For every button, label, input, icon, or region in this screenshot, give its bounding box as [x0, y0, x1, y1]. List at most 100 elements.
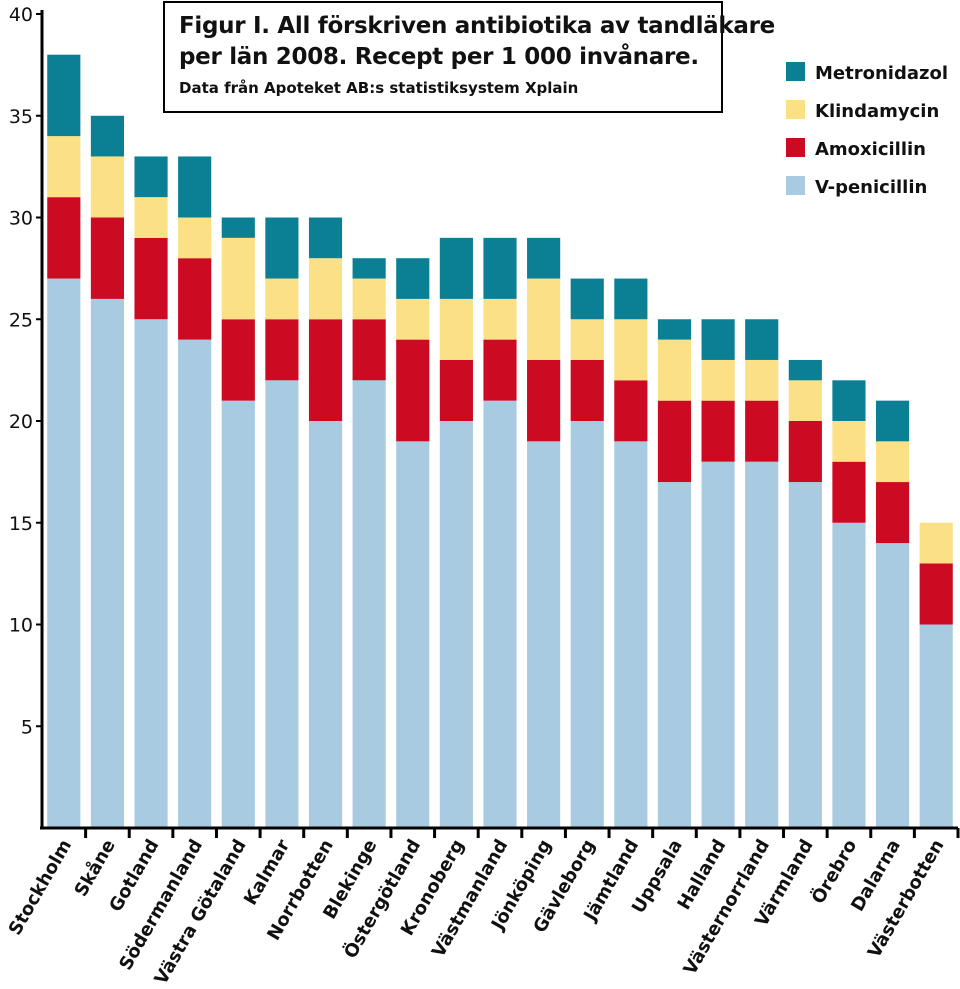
bar-vasternorrland-metronidazol — [745, 319, 779, 360]
chart-title-line-1: Figur I. All förskriven antibiotika av t… — [179, 13, 775, 39]
legend-label-klindamycin: Klindamycin — [815, 101, 939, 122]
chart-title-line-2: per län 2008. Recept per 1 000 invånare. — [179, 44, 699, 70]
bar-dalarna-v-penicillin — [875, 543, 910, 828]
bar-norrbotten-amoxicillin — [308, 319, 343, 421]
bar-vasternorrland-klindamycin — [745, 359, 779, 401]
bar-vasterbotten-amoxicillin — [919, 563, 953, 625]
chart-subtitle: Data från Apoteket AB:s statistiksystem … — [179, 79, 579, 97]
legend-swatch-amoxicillin — [786, 138, 805, 157]
bar-halland-metronidazol — [701, 319, 735, 360]
bar-uppsala-metronidazol — [657, 319, 692, 340]
bar-dalarna-metronidazol — [875, 400, 910, 442]
bar-skane-metronidazol — [90, 115, 125, 157]
bar-stockholm-metronidazol — [47, 54, 81, 137]
bar-vastra-gotaland-amoxicillin — [221, 319, 255, 401]
legend-swatch-metronidazol — [786, 62, 805, 81]
bar-orebro-klindamycin — [832, 421, 866, 462]
bar-orebro-v-penicillin — [832, 522, 866, 828]
bar-gavleborg-v-penicillin — [570, 421, 604, 828]
bar-blekinge-metronidazol — [352, 258, 386, 279]
y-tick-label-10: 10 — [9, 615, 33, 637]
bar-vastra-gotaland-v-penicillin — [221, 400, 255, 828]
bar-ostergotland-klindamycin — [396, 298, 430, 340]
y-tick-label-15: 15 — [9, 513, 33, 535]
bar-halland-amoxicillin — [701, 400, 735, 462]
bar-ostergotland-amoxicillin — [396, 339, 430, 442]
bar-gotland-amoxicillin — [134, 237, 168, 320]
bar-kalmar-metronidazol — [265, 217, 299, 279]
y-tick-label-35: 35 — [9, 106, 33, 128]
bar-stockholm-v-penicillin — [47, 278, 81, 828]
bar-kalmar-v-penicillin — [265, 380, 299, 828]
bar-orebro-metronidazol — [832, 380, 866, 421]
y-tick-label-30: 30 — [9, 208, 33, 230]
bar-sodermanland-metronidazol — [178, 156, 212, 218]
legend-swatch-klindamycin — [786, 100, 805, 119]
bar-vastra-gotaland-klindamycin — [221, 237, 255, 320]
legend-label-metronidazol: Metronidazol — [815, 63, 948, 84]
bar-ostergotland-metronidazol — [396, 258, 430, 299]
bar-skane-klindamycin — [90, 156, 125, 218]
bar-skane-amoxicillin — [90, 217, 125, 299]
bar-orebro-amoxicillin — [832, 461, 866, 523]
bar-gavleborg-klindamycin — [570, 319, 604, 360]
bar-dalarna-amoxicillin — [875, 482, 910, 544]
chart-title-box: Figur I. All förskriven antibiotika av t… — [163, 1, 775, 113]
bar-kronoberg-klindamycin — [439, 298, 473, 360]
y-tick-label-25: 25 — [9, 309, 33, 331]
legend-label-amoxicillin: Amoxicillin — [815, 139, 926, 160]
bar-jonkoping-v-penicillin — [527, 441, 561, 828]
bar-kronoberg-amoxicillin — [439, 359, 473, 421]
bar-kalmar-klindamycin — [265, 278, 299, 320]
bar-kronoberg-v-penicillin — [439, 421, 473, 828]
bar-vastmanland-metronidazol — [483, 237, 517, 299]
bar-norrbotten-klindamycin — [308, 258, 343, 320]
bar-vastmanland-v-penicillin — [483, 400, 517, 828]
bar-gotland-v-penicillin — [134, 319, 168, 828]
bar-jamtland-amoxicillin — [614, 380, 648, 442]
bar-dalarna-klindamycin — [875, 441, 910, 483]
bar-varmland-v-penicillin — [788, 482, 822, 828]
bar-varmland-klindamycin — [788, 380, 822, 421]
bar-varmland-amoxicillin — [788, 421, 822, 483]
bar-norrbotten-metronidazol — [308, 217, 343, 259]
bar-kalmar-amoxicillin — [265, 319, 299, 381]
bar-norrbotten-v-penicillin — [308, 421, 343, 828]
bar-vastra-gotaland-metronidazol — [221, 217, 255, 238]
bar-jamtland-metronidazol — [614, 278, 648, 320]
bar-vasterbotten-v-penicillin — [919, 624, 953, 828]
bar-sodermanland-amoxicillin — [178, 258, 212, 340]
bar-gavleborg-metronidazol — [570, 278, 604, 320]
legend-swatch-v-penicillin — [786, 176, 805, 195]
bar-kronoberg-metronidazol — [439, 237, 473, 299]
y-tick-label-40: 40 — [9, 4, 33, 26]
bar-jonkoping-metronidazol — [527, 237, 561, 279]
bar-vasternorrland-amoxicillin — [745, 400, 779, 462]
bar-jamtland-klindamycin — [614, 319, 648, 381]
bar-halland-v-penicillin — [701, 461, 735, 828]
bar-vasterbotten-klindamycin — [919, 522, 953, 564]
bar-skane-v-penicillin — [90, 298, 125, 828]
bar-stockholm-klindamycin — [47, 136, 81, 198]
bar-halland-klindamycin — [701, 359, 735, 401]
bar-vastmanland-klindamycin — [483, 298, 517, 340]
bar-sodermanland-klindamycin — [178, 217, 212, 259]
bar-gotland-klindamycin — [134, 197, 168, 238]
legend-label-v-penicillin: V-penicillin — [815, 177, 927, 198]
bar-jamtland-v-penicillin — [614, 441, 648, 828]
bar-jonkoping-klindamycin — [527, 278, 561, 360]
bar-blekinge-klindamycin — [352, 278, 386, 320]
bar-blekinge-amoxicillin — [352, 319, 386, 381]
bar-vasternorrland-v-penicillin — [745, 461, 779, 828]
bar-jonkoping-amoxicillin — [527, 359, 561, 442]
bar-stockholm-amoxicillin — [47, 197, 81, 279]
bar-gavleborg-amoxicillin — [570, 359, 604, 421]
bar-blekinge-v-penicillin — [352, 380, 386, 828]
bar-ostergotland-v-penicillin — [396, 441, 430, 828]
x-tick-label-stockholm: Stockholm — [5, 836, 77, 939]
bar-uppsala-v-penicillin — [657, 482, 692, 828]
y-tick-label-5: 5 — [21, 716, 33, 738]
bar-gotland-metronidazol — [134, 156, 168, 198]
bar-sodermanland-v-penicillin — [178, 339, 212, 828]
